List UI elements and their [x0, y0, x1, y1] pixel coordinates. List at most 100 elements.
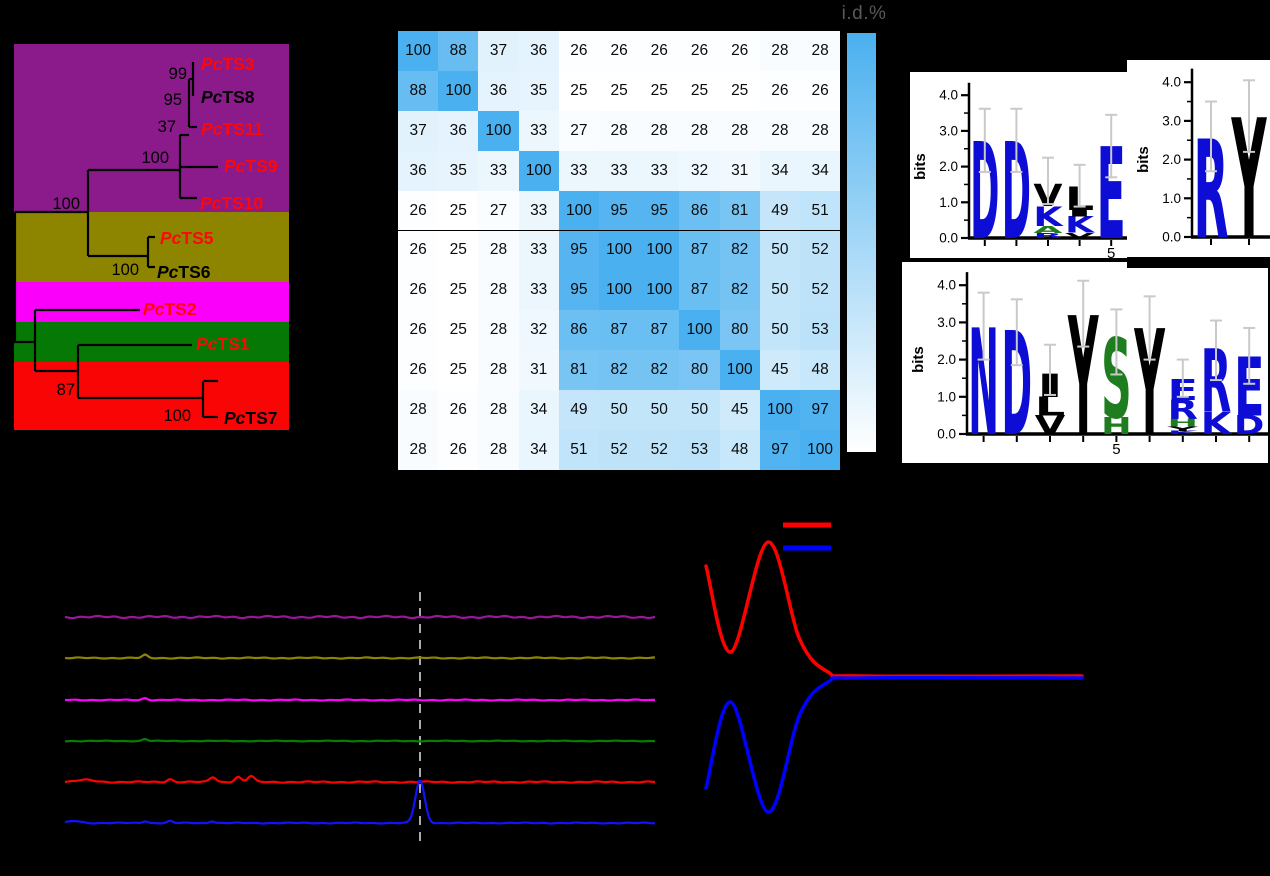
- divider-bar: [1127, 257, 1270, 268]
- identity-cell: 95: [599, 190, 640, 231]
- y-axis-title: bits: [912, 153, 929, 180]
- identity-cell: 87: [599, 310, 640, 351]
- identity-cell: 26: [679, 31, 720, 71]
- y-tick-label: 1.0: [1162, 191, 1181, 206]
- clade-band-olive: [14, 212, 289, 282]
- identity-cell: 27: [558, 110, 599, 151]
- y-tick-label: 4.0: [939, 88, 958, 103]
- identity-cell: 80: [679, 350, 720, 391]
- logo-letter-K: K: [1168, 430, 1207, 435]
- tree-tip-label: PcTS1: [196, 334, 250, 354]
- logo-letter-R: R: [1168, 395, 1199, 426]
- identity-cell: 28: [398, 390, 439, 430]
- identity-cell: 25: [438, 230, 479, 271]
- identity-cell: 34: [518, 390, 559, 430]
- identity-cell: 88: [438, 31, 479, 71]
- identity-cell: 81: [558, 350, 599, 391]
- identity-cell: 33: [558, 150, 599, 191]
- identity-cell: 25: [438, 350, 479, 391]
- y-tick-label: 3.0: [937, 315, 956, 330]
- identity-cell: 50: [759, 310, 800, 351]
- logo-letter-H: H: [1168, 419, 1199, 430]
- identity-cell: 50: [759, 230, 800, 271]
- x-tick-label: 5: [1112, 441, 1120, 458]
- identity-cell: 100: [438, 70, 479, 111]
- identity-cell: 28: [478, 230, 519, 271]
- y-tick-label: 1.0: [937, 389, 956, 404]
- identity-cell: 37: [398, 110, 439, 151]
- identity-cell: 26: [719, 31, 760, 71]
- identity-cell: 28: [759, 110, 800, 151]
- identity-cell: 26: [398, 190, 439, 231]
- logo-letter-Y: Y: [1161, 426, 1202, 433]
- identity-cell: 100: [719, 350, 760, 391]
- bootstrap-value: 87: [57, 381, 75, 399]
- identity-cell: 95: [639, 190, 680, 231]
- identity-cell: 28: [639, 110, 680, 151]
- trace-red: [64, 774, 656, 784]
- identity-cell: 36: [398, 150, 439, 191]
- identity-cell: 28: [478, 270, 519, 311]
- identity-cell: 45: [719, 390, 760, 430]
- identity-cell: 26: [639, 31, 680, 71]
- identity-cell: 26: [398, 350, 439, 391]
- identity-cell: 50: [639, 390, 680, 430]
- identity-cell: 28: [759, 31, 800, 71]
- logo-letter-V: V: [1035, 411, 1066, 441]
- identity-cell: 28: [478, 350, 519, 391]
- phylogenetic-tree-panel: PcTS3 PcTS8 PcTS11 PcTS9 PcTS10 PcTS5 PcTS6 PcT…: [14, 44, 289, 430]
- x-tick-label: 5: [1107, 245, 1115, 258]
- identity-cell: 28: [398, 430, 439, 470]
- identity-cell: 35: [438, 150, 479, 191]
- trace-magenta: [64, 696, 656, 702]
- colorbar-label: i.d.%: [841, 3, 887, 24]
- y-tick-label: 0.0: [939, 231, 958, 246]
- identity-cell: 25: [719, 70, 760, 111]
- identity-cell: 97: [800, 390, 841, 430]
- y-tick-label: 4.0: [1162, 75, 1181, 90]
- clade-band-red: [14, 362, 289, 430]
- identity-cell: 87: [679, 270, 720, 311]
- identity-cell: 26: [398, 270, 439, 311]
- identity-cell: 31: [518, 350, 559, 391]
- identity-cell: 36: [518, 31, 559, 71]
- curve-blue: [704, 675, 1084, 814]
- identity-cell: 31: [719, 150, 760, 191]
- identity-cell: 48: [719, 430, 760, 470]
- logo-letter-I: I: [1065, 210, 1094, 220]
- y-tick-label: 2.0: [1162, 152, 1181, 167]
- identity-cell: 28: [599, 110, 640, 151]
- identity-cell: 32: [518, 310, 559, 351]
- identity-cell: 100: [478, 110, 519, 151]
- tree-tip-label: PcTS3: [201, 54, 255, 74]
- identity-cell: 50: [759, 270, 800, 311]
- identity-cell: 100: [639, 230, 680, 271]
- identity-cell: 48: [800, 350, 841, 391]
- identity-cell: 88: [398, 70, 439, 111]
- identity-cell: 49: [558, 390, 599, 430]
- identity-cell: 33: [599, 150, 640, 191]
- trace-blue: [64, 779, 656, 825]
- identity-cell: 100: [398, 31, 439, 71]
- identity-cell: 51: [558, 430, 599, 470]
- y-tick-label: 3.0: [939, 123, 958, 138]
- identity-cell: 25: [599, 70, 640, 111]
- identity-cell: 26: [438, 430, 479, 470]
- identity-cell: 82: [719, 230, 760, 271]
- identity-colorbar: [847, 33, 876, 452]
- identity-cell: 100: [679, 310, 720, 351]
- identity-cell: 86: [558, 310, 599, 351]
- logo-letter-D: D: [1234, 411, 1265, 441]
- tree-tip-label: PcTS5: [160, 228, 214, 248]
- identity-cell: 97: [759, 430, 800, 470]
- identity-cell: 33: [518, 110, 559, 151]
- identity-cell: 50: [679, 390, 720, 430]
- y-tick-label: 4.0: [937, 278, 956, 293]
- identity-cell: 35: [518, 70, 559, 111]
- clade-band-magenta: [14, 282, 289, 322]
- logo-letter-A: A: [1033, 225, 1064, 236]
- identity-cell: 53: [800, 310, 841, 351]
- tree-tip-label: PcTS9: [224, 156, 278, 176]
- bootstrap-value: 95: [164, 91, 182, 109]
